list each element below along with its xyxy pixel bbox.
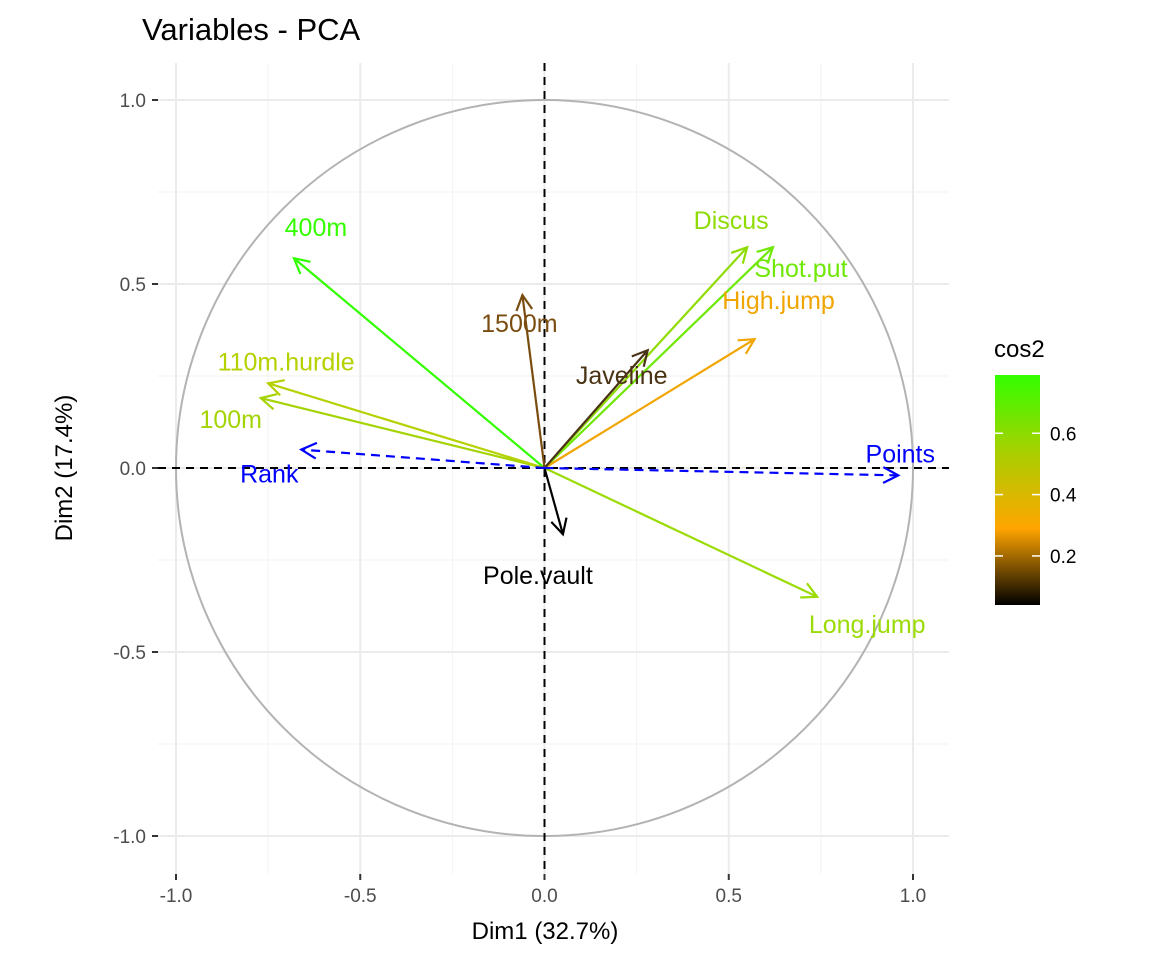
arrowhead-110m-hurdle — [265, 379, 286, 397]
label-rank: Rank — [240, 461, 299, 489]
arrow-1500m — [521, 294, 546, 469]
label-discus: Discus — [694, 207, 769, 235]
variable-labels: 100m Long.jump Shot.put High.jump 400m 110m.h… — [199, 207, 935, 639]
legend-tick-label: 0.2 — [1050, 547, 1076, 568]
label-110m-hurdle: 110m.hurdle — [218, 348, 355, 376]
x-tick-label: -0.5 — [344, 886, 377, 907]
arrowhead-long-jump — [800, 582, 820, 599]
cos2-legend: cos2 0.2 0.4 0.6 — [994, 336, 1077, 605]
arrow-pole-vault — [543, 467, 564, 535]
arrowhead-javeline — [631, 348, 650, 368]
chart-title: Variables - PCA — [142, 12, 361, 47]
y-tick-label: 1.0 — [120, 91, 146, 112]
arrow-rank — [301, 448, 545, 470]
x-tick-label: 0.5 — [716, 886, 742, 907]
x-tick-label: 0.0 — [531, 886, 557, 907]
label-high-jump: High.jump — [722, 287, 835, 315]
arrow-100m — [260, 397, 545, 470]
variable-arrows — [258, 245, 901, 599]
arrowhead-points — [882, 466, 901, 484]
label-javeline: Javeline — [576, 362, 668, 390]
y-axis-title: Dim2 (17.4%) — [51, 395, 78, 542]
arrowhead-rank — [298, 441, 318, 460]
y-tick-label: 0.0 — [120, 459, 146, 480]
legend-title: cos2 — [994, 336, 1045, 363]
label-400m: 400m — [285, 214, 348, 242]
label-shot-put: Shot.put — [754, 255, 847, 283]
y-tick-label: -1.0 — [113, 827, 146, 848]
label-1500m: 1500m — [481, 310, 557, 338]
arrow-high-jump — [543, 338, 756, 469]
label-100m: 100m — [199, 406, 262, 434]
arrowhead-100m — [258, 392, 278, 411]
legend-colorbar — [995, 375, 1040, 605]
arrow-400m — [293, 257, 546, 469]
arrowhead-1500m — [515, 292, 534, 312]
y-tick-label: -0.5 — [113, 643, 146, 664]
x-axis-title: Dim1 (32.7%) — [472, 918, 619, 945]
arrow-javeline — [543, 349, 649, 469]
label-long-jump: Long.jump — [809, 611, 926, 639]
arrowhead-shot-put — [756, 245, 775, 264]
axes: -1.0 -0.5 0.0 0.5 1.0 -1.0 -0.5 0.0 0.5 1.0 — [113, 91, 926, 907]
legend-tick-label: 0.4 — [1050, 486, 1077, 507]
arrowhead-pole-vault — [550, 517, 568, 537]
arrowhead-discus — [730, 245, 749, 264]
label-points: Points — [866, 440, 935, 468]
arrowhead-high-jump — [737, 337, 757, 355]
legend-tick-label: 0.6 — [1050, 424, 1076, 445]
arrowhead-400m — [292, 256, 311, 275]
label-pole-vault: Pole.vault — [483, 562, 593, 590]
arrow-shot-put — [543, 246, 774, 469]
y-tick-label: 0.5 — [120, 275, 146, 296]
x-tick-label: 1.0 — [900, 886, 926, 907]
arrow-long-jump — [544, 467, 818, 598]
x-tick-label: -1.0 — [160, 886, 193, 907]
arrow-110m-hurdle — [267, 382, 545, 470]
